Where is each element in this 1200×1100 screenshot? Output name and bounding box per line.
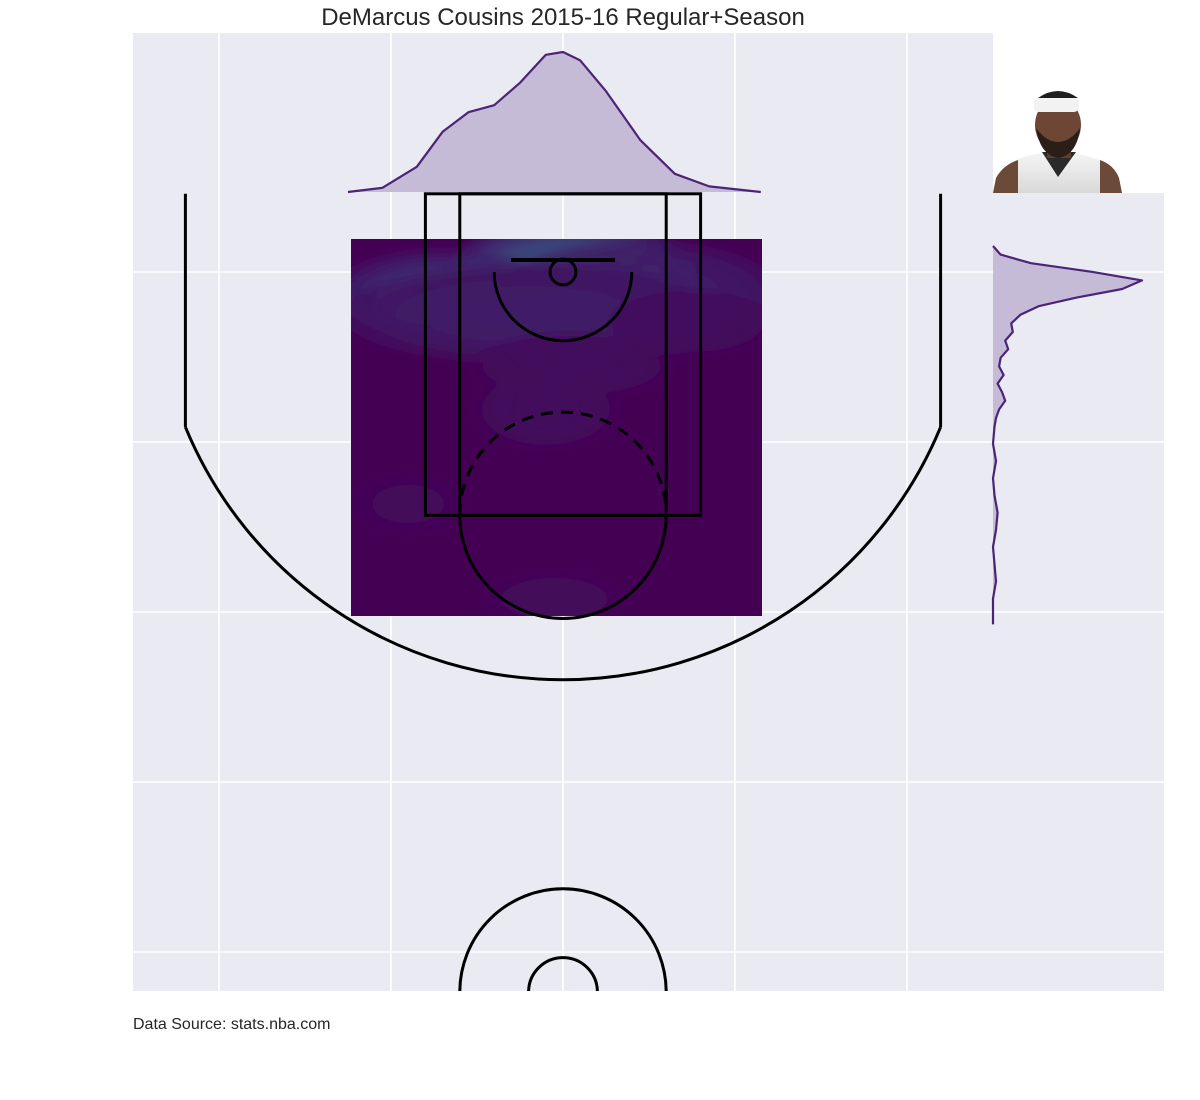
data-source-note: Data Source: stats.nba.com (133, 1016, 330, 1033)
headshot-hair (1038, 91, 1078, 98)
y-marginal-line (991, 245, 1144, 625)
kde-contour (479, 569, 629, 616)
inner-paint (458, 192, 668, 517)
kde-contour (351, 470, 471, 538)
hoop (548, 257, 578, 287)
x-marginal-line (347, 50, 761, 194)
free-throw-arc-top (458, 410, 668, 516)
y-marginal-density (991, 245, 1144, 625)
center-circle-inner (527, 956, 599, 991)
court-lines (183, 192, 943, 991)
y-marginal-fill (993, 246, 1142, 625)
three-point-arc (184, 426, 942, 682)
x-marginal-density (347, 50, 761, 194)
headshot-right-arm (1100, 160, 1122, 193)
chart-title: DeMarcus Cousins 2015-16 Regular+Season (321, 4, 805, 31)
headshot-beard (1036, 128, 1080, 158)
kde-contour (609, 290, 762, 357)
headshot-collar (1042, 152, 1076, 177)
restricted-area-arc (492, 271, 634, 343)
y-marginal-panel (993, 193, 1164, 991)
free-throw-arc-bottom (458, 515, 668, 620)
headshot-left-arm (993, 160, 1018, 193)
kde-contour (471, 368, 621, 451)
headshot-headband (1034, 97, 1079, 112)
center-circle-outer (458, 887, 668, 991)
player-headshot (993, 91, 1122, 193)
